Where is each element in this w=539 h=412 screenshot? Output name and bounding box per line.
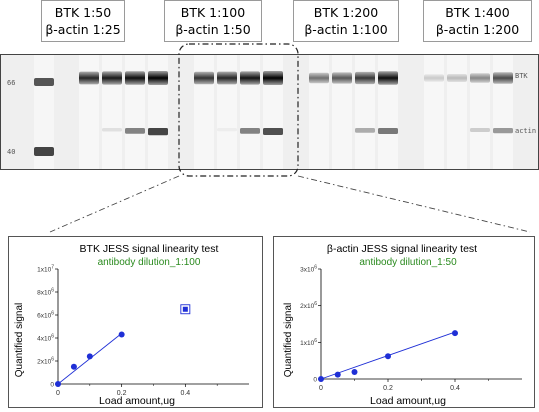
data-point: [351, 369, 358, 376]
actin-linearity-panel: β-actin JESS signal linearity test antib…: [273, 236, 535, 408]
dilution-actin-label: β-actin 1:200: [435, 22, 520, 37]
dilution-btk-label: BTK 1:50: [54, 5, 112, 20]
btk-band: [470, 73, 490, 83]
btk-linearity-panel: BTK JESS signal linearity test antibody …: [8, 236, 263, 408]
blot-lane: [332, 55, 352, 169]
actin-band: [355, 128, 375, 133]
blot-lane: [493, 55, 513, 169]
blot-lane: [470, 55, 490, 169]
blot-lane: [309, 55, 329, 169]
blot-lanes: [34, 55, 513, 169]
actin-band: [493, 128, 513, 134]
ladder-band-40: [34, 147, 54, 156]
western-blot-image: 66 40 BTK actin: [0, 54, 539, 170]
actin-band: [378, 128, 398, 134]
y-tick-label: 2x106: [300, 301, 317, 310]
callout-line-right: [297, 175, 531, 233]
data-point: [452, 330, 458, 337]
dilution-box-4: BTK 1:400 β-actin 1:200: [423, 0, 532, 42]
y-axis-label: Quantified signal: [283, 303, 294, 378]
btk-band: [79, 71, 99, 85]
data-point: [70, 363, 77, 370]
band-label-btk: BTK: [515, 72, 528, 80]
outlier-point: [182, 306, 188, 312]
actin-band: [148, 128, 168, 136]
x-tick-label: 0: [319, 385, 323, 392]
actin-linearity-chart: β-actin JESS signal linearity test antib…: [283, 243, 522, 407]
dilution-btk-label: BTK 1:400: [445, 5, 510, 20]
actin-band: [125, 128, 145, 134]
btk-band: [493, 72, 513, 84]
dilution-actin-label: β-actin 1:25: [45, 22, 121, 37]
mw-marker-66: 66: [7, 79, 16, 87]
ladder-band-66: [34, 78, 54, 86]
dilution-btk-label: BTK 1:100: [180, 5, 246, 20]
y-tick-label: 8x106: [37, 288, 54, 297]
data-point: [385, 353, 391, 360]
y-tick-label: 6x106: [37, 311, 54, 320]
x-axis-label: Load amount,ug: [370, 395, 446, 407]
x-tick-label: 0: [56, 390, 60, 397]
actin-band: [263, 128, 283, 135]
dilution-actin-label: β-actin 1:50: [175, 22, 251, 37]
btk-band: [148, 71, 168, 85]
dilution-box-3: BTK 1:200 β-actin 1:100: [293, 0, 399, 42]
y-axis-label: Quantified signal: [14, 303, 25, 378]
y-tick-label: 1x106: [300, 338, 317, 347]
mw-marker-40: 40: [7, 148, 16, 156]
btk-band: [125, 71, 145, 85]
actin-band: [470, 128, 490, 132]
dilution-btk-label: BTK 1:200: [313, 5, 379, 20]
outlier-marker-box: [180, 304, 191, 315]
chart-title: BTK JESS signal linearity test: [80, 243, 219, 255]
btk-band: [378, 71, 398, 85]
btk-band: [355, 71, 375, 85]
btk-band: [194, 71, 214, 85]
actin-band: [217, 128, 237, 132]
x-tick-label: 0.2: [383, 385, 393, 392]
x-tick-label: 0.2: [117, 390, 127, 397]
data-point: [318, 376, 324, 382]
y-tick-label: 1x107: [37, 265, 54, 274]
btk-band: [263, 71, 283, 85]
btk-band: [102, 71, 122, 85]
btk-linearity-chart: BTK JESS signal linearity test antibody …: [14, 243, 249, 407]
y-tick-label: 0: [50, 382, 54, 389]
btk-band: [217, 71, 237, 85]
x-tick-label: 0.4: [180, 390, 190, 397]
btk-band: [424, 74, 444, 82]
actin-band: [102, 128, 122, 132]
actin-band: [240, 128, 260, 134]
callout-line-left: [49, 175, 180, 233]
data-point: [55, 381, 61, 387]
y-tick-label: 2x106: [37, 357, 54, 366]
band-label-actin: actin: [515, 127, 537, 135]
x-axis-label: Load amount,ug: [99, 395, 175, 407]
blot-lane: [424, 55, 444, 169]
btk-band: [447, 74, 467, 82]
x-tick-label: 0.4: [450, 385, 460, 392]
data-point: [334, 371, 341, 378]
dilution-actin-label: β-actin 1:100: [304, 22, 388, 37]
data-point: [118, 331, 125, 338]
y-tick-label: 4x106: [37, 334, 54, 343]
blot-lane: [447, 55, 467, 169]
data-point: [86, 353, 93, 360]
btk-band: [332, 72, 352, 84]
y-tick-label: 3x106: [300, 265, 317, 274]
btk-band: [309, 72, 329, 84]
chart-subtitle: antibody dilution_1:50: [359, 257, 457, 268]
dilution-box-2: BTK 1:100 β-actin 1:50: [164, 0, 262, 42]
y-tick-label: 0: [313, 377, 317, 384]
btk-band: [240, 71, 260, 85]
chart-title: β-actin JESS signal linearity test: [327, 243, 477, 255]
dilution-box-1: BTK 1:50 β-actin 1:25: [41, 0, 125, 42]
chart-subtitle: antibody dilution_1:100: [98, 257, 201, 268]
